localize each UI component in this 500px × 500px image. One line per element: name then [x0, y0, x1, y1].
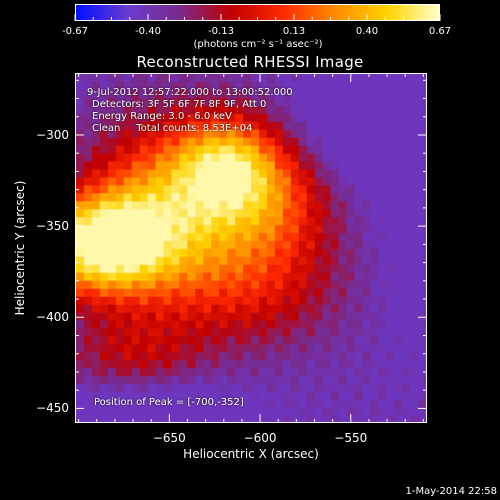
- heatmap-image: [76, 74, 426, 422]
- chart-title: Reconstructed RHESSI Image: [136, 53, 364, 71]
- observation-time-label: 9-Jul-2012 12:57:22.000 to 13:00:52.000: [87, 87, 293, 98]
- x-tick-label: −550: [334, 431, 368, 445]
- energy-range-label: Energy Range: 3.0 - 6.0 keV: [92, 111, 232, 122]
- colorbar-tick-label: -0.67: [62, 26, 88, 37]
- peak-position-label: Position of Peak = [-700,-352]: [94, 397, 244, 408]
- y-tick-label: −400: [36, 310, 69, 325]
- x-tick-label: −650: [152, 431, 186, 445]
- plot-area: 9-Jul-2012 12:57:22.000 to 13:00:52.000 …: [75, 73, 427, 423]
- y-axis-label: Heliocentric Y (arcsec): [13, 180, 27, 316]
- colorbar-unit-label: (photons cm⁻² s⁻¹ asec⁻²): [193, 39, 323, 50]
- colorbar-tick-label: -0.40: [135, 26, 161, 37]
- colorbar-tick-label: 0.67: [428, 26, 452, 37]
- y-tick-label: −350: [36, 219, 69, 234]
- x-tick-label: −600: [243, 431, 277, 445]
- timestamp-label: 1-May-2014 22:58: [405, 486, 497, 497]
- clean-total-counts-label: Clean Total counts: 8.53E+04: [92, 123, 253, 134]
- y-tick-label: −450: [36, 401, 69, 416]
- colorbar-tick-label: 0.13: [282, 26, 306, 37]
- detectors-label: Detectors: 3F 5F 6F 7F 8F 9F, Att 0: [92, 99, 267, 110]
- y-tick-label: −300: [36, 127, 69, 142]
- colorbar-tick-label: -0.13: [208, 26, 234, 37]
- x-axis-label: Heliocentric X (arcsec): [183, 447, 319, 461]
- colorbar-tick-label: 0.40: [355, 26, 379, 37]
